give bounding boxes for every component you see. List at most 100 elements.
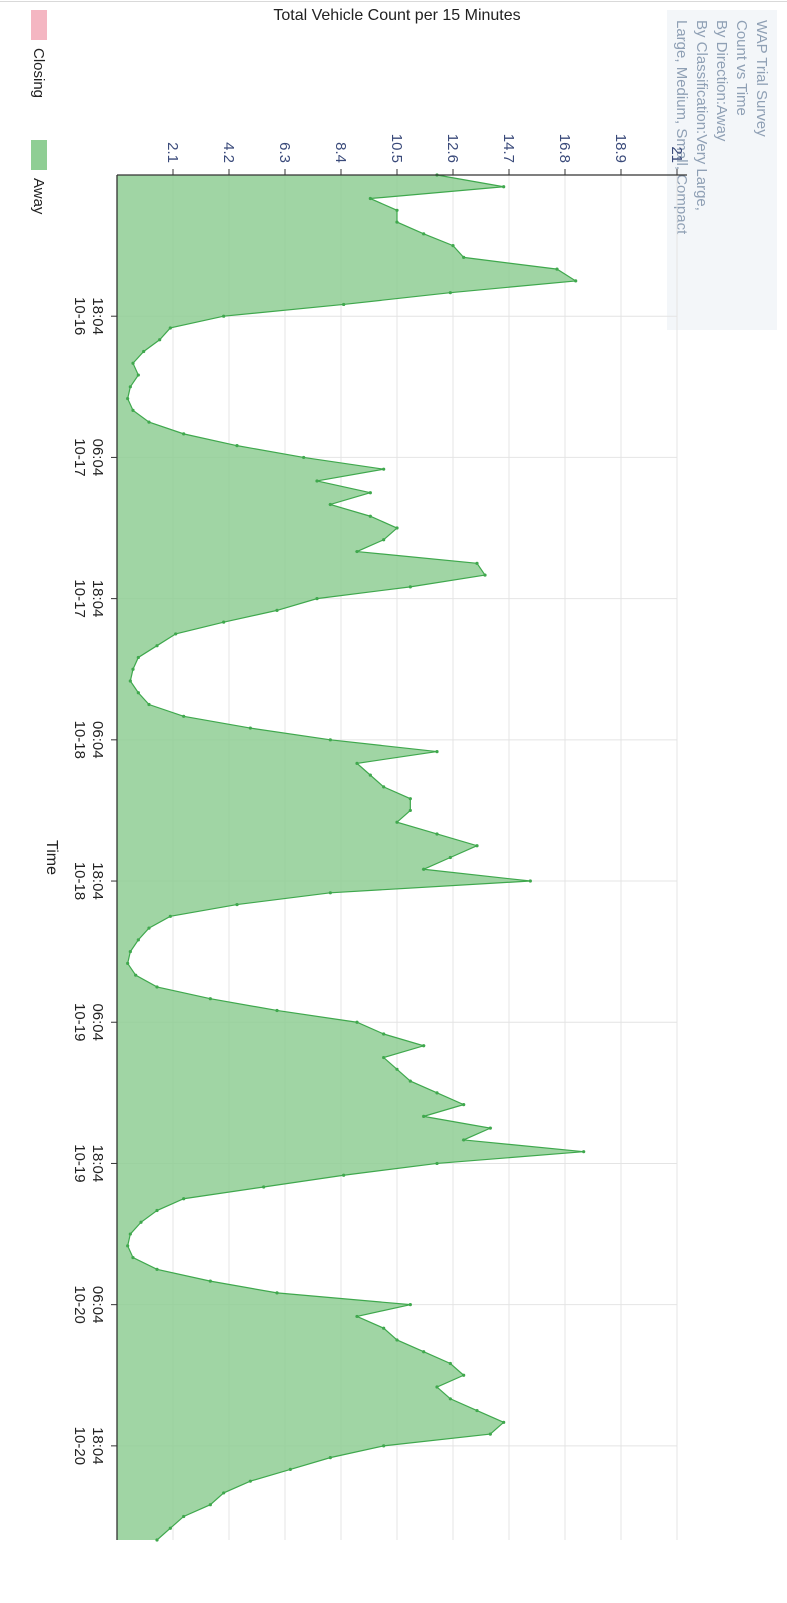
away-data-point (288, 1467, 292, 1471)
away-data-point (126, 961, 130, 966)
away-series-area (117, 173, 586, 1542)
title-line: WAP Trial Survey (753, 20, 770, 137)
y-tick-label: 2.1 (164, 142, 181, 163)
title-line: Count vs Time (733, 20, 750, 116)
axes (116, 174, 687, 1540)
away-data-point (395, 1067, 399, 1071)
y-axis-label: Total Vehicle Count per 15 Minutes (273, 7, 520, 24)
title-line: By Classification:Very Large, (693, 20, 710, 211)
away-data-point (155, 644, 159, 648)
away-data-point (275, 608, 279, 612)
away-data-point (582, 1150, 586, 1154)
x-tick-time-label: 06:04 (89, 1286, 106, 1324)
away-data-point (182, 1514, 186, 1519)
plot-area: 2.1 4.2 6.3 8.4 10.5 12.6 14.7 16.8 18.9 21 18:04… (71, 134, 687, 1542)
away-data-point (248, 1479, 252, 1483)
away-data-point (302, 455, 306, 460)
x-tick-date-label: 10-16 (71, 297, 88, 335)
away-data-point (128, 679, 132, 683)
away-data-point (275, 1008, 279, 1013)
away-data-point (208, 997, 212, 1001)
away-data-point (126, 396, 130, 401)
away-data-point (435, 1091, 439, 1095)
away-data-point (395, 208, 399, 212)
away-data-point (155, 985, 159, 989)
away-data-point (134, 973, 138, 977)
away-data-point (448, 1397, 452, 1401)
away-data-point (342, 1173, 346, 1177)
away-data-point (448, 1361, 452, 1366)
away-data-point (155, 1267, 159, 1271)
legend-swatch (31, 10, 47, 40)
away-data-point (528, 879, 532, 883)
away-data-point (368, 491, 372, 495)
away-area-fill (117, 175, 584, 1540)
away-data-point (158, 338, 162, 342)
away-data-point (462, 1138, 466, 1142)
away-data-point (382, 1055, 386, 1060)
away-data-point (382, 538, 386, 542)
x-tick-date-label: 10-18 (71, 862, 88, 900)
away-data-point (355, 761, 359, 765)
away-data-point (315, 479, 319, 483)
away-data-point (174, 632, 178, 636)
away-data-point (328, 1456, 332, 1460)
away-data-point (462, 1103, 466, 1107)
away-data-point (355, 1314, 359, 1319)
away-data-point (408, 585, 412, 589)
x-tick-date-label: 10-19 (71, 1144, 88, 1182)
y-tick-label: 14.7 (500, 134, 517, 163)
away-data-point (483, 573, 487, 577)
away-data-point (502, 1420, 506, 1424)
y-tick-label: 21 (668, 146, 685, 163)
away-data-point (275, 1291, 279, 1295)
legend-label: Closing (30, 48, 47, 98)
away-data-point (382, 1444, 386, 1448)
x-axis-label: Time (43, 840, 60, 875)
away-data-point (131, 408, 135, 412)
away-data-point (368, 773, 372, 777)
away-data-point (128, 385, 132, 389)
x-tick-date-label: 10-18 (71, 721, 88, 759)
y-tick-label: 6.3 (276, 142, 293, 163)
away-data-point (408, 1079, 412, 1083)
away-data-point (448, 291, 452, 295)
away-data-point (382, 1326, 386, 1330)
away-data-point (395, 526, 399, 530)
away-data-point (422, 1350, 426, 1354)
away-data-point (435, 1161, 439, 1166)
away-data-point (342, 302, 346, 307)
x-axis-ticks: 18:0410-1606:0410-1718:0410-1706:0410-18… (71, 297, 117, 1465)
y-tick-label: 16.8 (556, 134, 573, 163)
away-data-point (488, 1432, 492, 1436)
away-data-point (382, 467, 386, 471)
title-line: By Direction:Away (713, 20, 730, 142)
x-tick-date-label: 10-19 (71, 1003, 88, 1041)
away-data-point (128, 950, 132, 954)
away-data-point (502, 185, 506, 189)
y-axis-ticks: 2.1 4.2 6.3 8.4 10.5 12.6 14.7 16.8 18.9 21 (164, 134, 685, 175)
away-data-point (168, 326, 172, 330)
away-data-point (422, 1044, 426, 1048)
away-data-point (574, 279, 578, 283)
away-data-point (222, 620, 226, 624)
y-tick-label: 8.4 (332, 142, 349, 163)
away-data-point (235, 444, 239, 448)
away-data-point (136, 373, 140, 377)
away-data-point (475, 844, 479, 848)
away-data-point (408, 1303, 412, 1307)
away-data-point (462, 1373, 466, 1377)
x-tick-time-label: 18:04 (89, 297, 106, 335)
away-data-point (435, 749, 439, 754)
away-data-point (355, 549, 359, 554)
away-data-point (126, 1244, 130, 1248)
away-data-point (435, 1385, 439, 1389)
away-data-point (262, 1185, 266, 1189)
x-tick-date-label: 10-17 (71, 438, 88, 476)
away-data-point (131, 667, 135, 671)
x-tick-time-label: 06:04 (89, 439, 106, 477)
legend-label: Away (30, 178, 47, 215)
